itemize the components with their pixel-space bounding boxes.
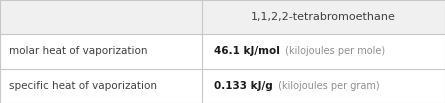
Text: 0.133 kJ/g: 0.133 kJ/g [214,81,272,91]
Text: molar heat of vaporization: molar heat of vaporization [9,46,147,57]
Text: 1,1,2,2-tetrabromoethane: 1,1,2,2-tetrabromoethane [251,12,396,22]
Text: 46.1 kJ/mol: 46.1 kJ/mol [214,46,279,57]
Text: (kilojoules per gram): (kilojoules per gram) [275,81,379,91]
Text: (kilojoules per mole): (kilojoules per mole) [282,46,385,57]
Text: specific heat of vaporization: specific heat of vaporization [9,81,157,91]
Bar [0,0,445,34]
